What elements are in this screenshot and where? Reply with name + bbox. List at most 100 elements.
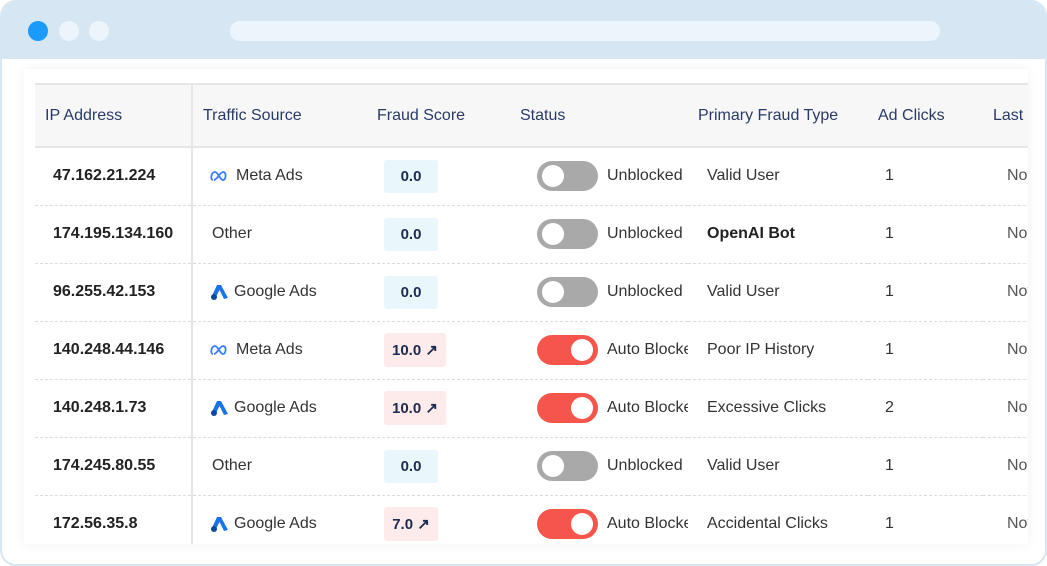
- column-header-fraud-score[interactable]: Fraud Score: [352, 83, 510, 148]
- traffic-source-cell: Google Ads: [192, 379, 352, 438]
- fraud-score-cell: 10.0 ↗: [352, 379, 510, 438]
- traffic-source-label: Meta Ads: [236, 167, 303, 185]
- last-cell: Nov: [983, 321, 1028, 380]
- browser-title-bar: [2, 2, 1045, 59]
- ip-address-cell: 140.248.1.73: [35, 379, 193, 438]
- fraud-score-value: 0.0: [400, 457, 422, 475]
- block-toggle[interactable]: [537, 335, 598, 365]
- fraud-score-badge: 10.0 ↗: [384, 333, 446, 367]
- last-cell: Nov: [983, 495, 1028, 544]
- table-row[interactable]: 47.162.21.224 Meta Ads 0.0 Unblocked Val…: [35, 147, 1028, 206]
- fraud-score-value: 0.0: [400, 225, 422, 243]
- table-row[interactable]: 140.248.1.73 Google Ads 10.0 ↗ Auto Bloc…: [35, 379, 1028, 438]
- address-bar[interactable]: [230, 21, 940, 41]
- ad-clicks-cell: 1: [868, 437, 983, 496]
- ad-clicks-cell: 2: [868, 379, 983, 438]
- column-header-traffic-source[interactable]: Traffic Source: [192, 83, 352, 148]
- fraud-score-value: 0.0: [400, 167, 422, 185]
- traffic-source-label: Google Ads: [234, 283, 317, 300]
- block-toggle[interactable]: [537, 393, 598, 423]
- fraud-score-value: 7.0: [392, 516, 414, 533]
- fraud-score-cell: 0.0: [352, 437, 510, 496]
- column-header-status[interactable]: Status: [510, 83, 688, 148]
- meta-icon: [210, 341, 236, 358]
- google-ads-icon: [210, 399, 234, 416]
- status-cell: Auto Blocked: [510, 495, 688, 544]
- fraud-score-value: 10.0: [392, 400, 422, 417]
- traffic-source-cell: Meta Ads: [192, 147, 352, 206]
- column-header-last[interactable]: Last: [983, 83, 1028, 148]
- fraud-type-cell: Valid User: [688, 437, 868, 496]
- fraud-score-cell: 7.0 ↗: [352, 495, 510, 544]
- status-label: Unblocked: [607, 457, 683, 475]
- column-header-ip-address[interactable]: IP Address: [35, 83, 193, 148]
- fraud-type-cell: Poor IP History: [688, 321, 868, 380]
- fraud-score-badge: 10.0 ↗: [384, 391, 446, 425]
- ad-clicks-cell: 1: [868, 495, 983, 544]
- fraud-score-cell: 0.0: [352, 263, 510, 322]
- status-cell: Unblocked: [510, 205, 688, 264]
- ip-address-cell: 174.245.80.55: [35, 437, 193, 496]
- block-toggle[interactable]: [537, 277, 598, 307]
- block-toggle[interactable]: [537, 509, 598, 539]
- status-label: Unblocked: [607, 283, 683, 301]
- window-dot-close[interactable]: [28, 21, 48, 41]
- ad-clicks-cell: 1: [868, 147, 983, 206]
- status-cell: Unblocked: [510, 147, 688, 206]
- fraud-score-cell: 10.0 ↗: [352, 321, 510, 380]
- block-toggle[interactable]: [537, 451, 598, 481]
- traffic-source-cell: Google Ads: [192, 495, 352, 544]
- ip-table: IP Address Traffic Source Fraud Score Statu…: [35, 83, 1028, 544]
- google-ads-icon: [210, 515, 234, 532]
- fraud-score-badge: 7.0 ↗: [384, 507, 438, 541]
- status-cell: Unblocked: [510, 437, 688, 496]
- traffic-source-label: Other: [212, 225, 253, 242]
- last-cell: Nov: [983, 205, 1028, 264]
- traffic-source-label: Google Ads: [234, 399, 317, 416]
- table-row[interactable]: 96.255.42.153 Google Ads 0.0 Unblocked V…: [35, 263, 1028, 322]
- block-toggle[interactable]: [537, 161, 598, 192]
- traffic-source-label: Other: [212, 457, 253, 474]
- table-row[interactable]: 172.56.35.8 Google Ads 7.0 ↗ Auto Blocke…: [35, 495, 1028, 544]
- window-dot-minimize[interactable]: [59, 21, 79, 41]
- arrow-up-right-icon: ↗: [425, 342, 438, 359]
- column-header-ad-clicks[interactable]: Ad Clicks: [868, 83, 983, 148]
- meta-icon: [210, 167, 236, 184]
- traffic-source-label: Meta Ads: [236, 341, 303, 358]
- arrow-up-right-icon: ↗: [425, 400, 438, 417]
- fraud-type-cell: OpenAI Bot: [688, 205, 868, 264]
- ip-address-cell: 47.162.21.224: [35, 147, 193, 206]
- last-cell: Nov: [983, 147, 1028, 206]
- status-cell: Auto Blocked: [510, 321, 688, 380]
- table-row[interactable]: 174.195.134.160 Other 0.0 Unblocked Open…: [35, 205, 1028, 264]
- fraud-type-cell: Valid User: [688, 263, 868, 322]
- traffic-source-cell: Google Ads: [192, 263, 352, 322]
- block-toggle[interactable]: [537, 219, 598, 249]
- fraud-type-cell: Valid User: [688, 147, 868, 206]
- table-row[interactable]: 174.245.80.55 Other 0.0 Unblocked Valid …: [35, 437, 1028, 496]
- traffic-source-cell: Other: [192, 205, 352, 264]
- table-row[interactable]: 140.248.44.146 Meta Ads 10.0 ↗ Auto Bloc…: [35, 321, 1028, 380]
- traffic-source-label: Google Ads: [234, 515, 317, 532]
- traffic-source-cell: Other: [192, 437, 352, 496]
- ip-address-cell: 96.255.42.153: [35, 263, 193, 322]
- ad-clicks-cell: 1: [868, 263, 983, 322]
- table-header-row: IP Address Traffic Source Fraud Score Statu…: [35, 83, 1028, 148]
- fraud-type-cell: Excessive Clicks: [688, 379, 868, 438]
- traffic-source-cell: Meta Ads: [192, 321, 352, 380]
- column-header-primary-fraud-type[interactable]: Primary Fraud Type: [688, 83, 868, 148]
- fraud-score-cell: 0.0: [352, 147, 510, 206]
- fraud-score-badge: 0.0: [384, 217, 438, 251]
- last-cell: Nov: [983, 263, 1028, 322]
- ip-address-cell: 174.195.134.160: [35, 205, 193, 264]
- status-label: Unblocked: [607, 225, 683, 243]
- arrow-up-right-icon: ↗: [417, 516, 430, 533]
- window-dot-maximize[interactable]: [89, 21, 109, 41]
- ad-clicks-cell: 1: [868, 205, 983, 264]
- ip-address-cell: 172.56.35.8: [35, 495, 193, 544]
- fraud-score-value: 10.0: [392, 342, 422, 359]
- google-ads-icon: [210, 283, 234, 300]
- fraud-score-badge: 0.0: [384, 159, 438, 193]
- ip-address-cell: 140.248.44.146: [35, 321, 193, 380]
